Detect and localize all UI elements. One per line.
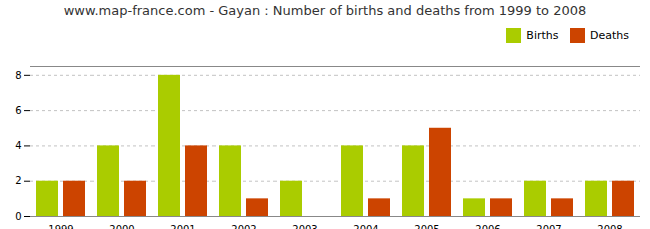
svg-text:6: 6 (15, 104, 21, 115)
svg-text:2001: 2001 (170, 223, 195, 229)
svg-text:0: 0 (15, 210, 21, 221)
html-text:Deaths: Deaths (590, 29, 629, 42)
svg-text:4: 4 (15, 140, 21, 151)
svg-text:1999: 1999 (48, 223, 73, 229)
svg-text:2008: 2008 (597, 223, 622, 229)
svg-text:2007: 2007 (536, 223, 561, 229)
svg-text:2003: 2003 (292, 223, 317, 229)
html-text:www.map-france.com - Gayan : N: www.map-france.com - Gayan : Number of b… (63, 3, 587, 18)
svg-text:2: 2 (15, 175, 21, 186)
svg-text:2005: 2005 (414, 223, 439, 229)
html-text:Births: Births (526, 29, 559, 42)
svg-text:2004: 2004 (353, 223, 378, 229)
svg-text:2000: 2000 (109, 223, 134, 229)
svg-text:2006: 2006 (475, 223, 500, 229)
svg-text:2002: 2002 (231, 223, 256, 229)
svg-text:8: 8 (15, 69, 21, 80)
